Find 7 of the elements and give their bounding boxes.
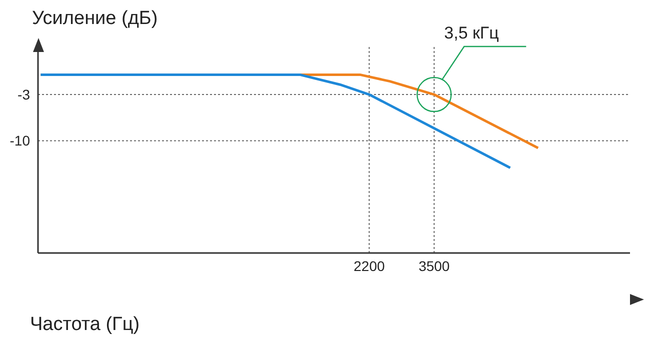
x-tick-label: 3500: [418, 258, 450, 274]
y-axis-title: Усиление (дБ): [32, 8, 158, 30]
x-tick-label: 2200: [354, 258, 385, 274]
text: 3,5 кГц: [444, 24, 500, 43]
x-axis-title: Частота (Гц): [30, 314, 140, 336]
y-tick-label: -10: [10, 132, 30, 149]
y-tick-label: -3: [18, 86, 30, 102]
